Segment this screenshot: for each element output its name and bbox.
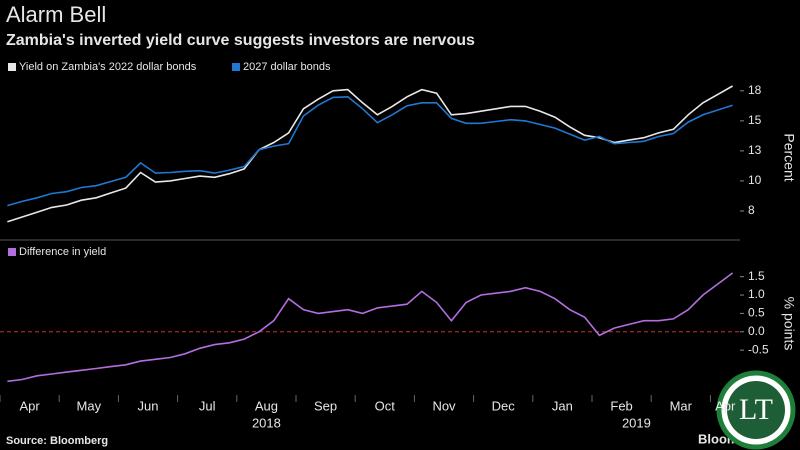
y-tick-label: -0.5 xyxy=(748,342,769,356)
logo-disc xyxy=(727,381,785,439)
x-tick-label: Apr xyxy=(715,398,736,413)
y-tick-label: 8 xyxy=(748,203,755,217)
x-tick-label: Jul xyxy=(199,398,216,413)
legend-label: 2027 dollar bonds xyxy=(243,61,331,73)
chart-subtitle: Zambia's inverted yield curve suggests i… xyxy=(6,32,475,49)
x-tick-label: Oct xyxy=(375,398,396,413)
x-tick-label: Feb xyxy=(610,398,632,413)
series-line xyxy=(7,85,733,223)
watermark: LT xyxy=(739,393,773,426)
y-tick-label: 1.5 xyxy=(748,269,765,283)
x-tick-label: Sep xyxy=(314,398,337,413)
legend-label: Yield on Zambia's 2022 dollar bonds xyxy=(19,61,197,73)
legend-swatch xyxy=(8,63,16,71)
y-tick-label: 13 xyxy=(748,143,762,157)
y-tick-label: 10 xyxy=(748,173,762,187)
y-axis-title: Percent xyxy=(781,133,797,181)
chart-title: Alarm Bell xyxy=(6,2,106,27)
y-tick-label: 1.0 xyxy=(748,287,765,301)
x-tick-label: Nov xyxy=(432,398,456,413)
source: Source: Bloomberg xyxy=(6,435,108,447)
x-tick-label: Jun xyxy=(138,398,159,413)
y-tick-label: 0.5 xyxy=(748,306,765,320)
x-tick-label: Jan xyxy=(552,398,573,413)
legend-swatch xyxy=(8,248,16,256)
x-tick-label: May xyxy=(77,398,102,413)
y-axis-title: % points xyxy=(781,297,797,351)
x-tick-label: Apr xyxy=(19,398,40,413)
series-line xyxy=(7,272,734,383)
series-line xyxy=(7,95,733,207)
x-tick-label: Dec xyxy=(492,398,516,413)
y-tick-label: 15 xyxy=(748,113,762,127)
year-label: 2019 xyxy=(622,415,651,430)
legend-swatch xyxy=(232,63,240,71)
year-label: 2018 xyxy=(252,415,281,430)
y-tick-label: 18 xyxy=(748,83,762,97)
x-tick-label: Aug xyxy=(255,398,278,413)
legend-label: Difference in yield xyxy=(19,246,106,258)
y-tick-label: 0.0 xyxy=(748,324,765,338)
x-tick-label: Mar xyxy=(670,398,693,413)
